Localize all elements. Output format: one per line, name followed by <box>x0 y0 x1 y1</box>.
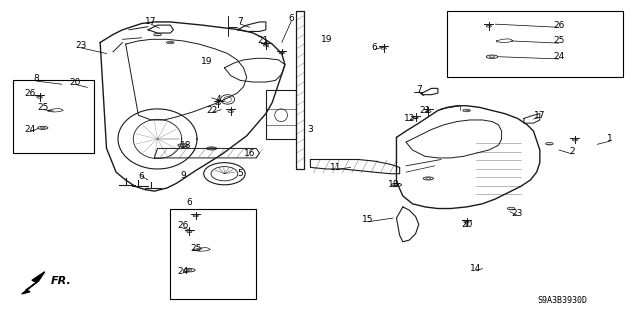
Text: 17: 17 <box>145 18 157 26</box>
Text: 23: 23 <box>512 209 524 218</box>
Text: 7: 7 <box>416 85 422 94</box>
Text: 6: 6 <box>186 198 192 207</box>
Text: 3: 3 <box>308 125 314 134</box>
Text: FR.: FR. <box>51 276 72 286</box>
Text: 14: 14 <box>470 264 482 273</box>
Text: 25: 25 <box>37 103 49 112</box>
Text: 17: 17 <box>534 111 545 120</box>
Text: 16: 16 <box>244 149 255 158</box>
Text: 1: 1 <box>607 134 613 144</box>
Text: 21: 21 <box>419 106 431 115</box>
Text: 8: 8 <box>33 74 39 83</box>
Text: 6: 6 <box>289 14 294 23</box>
Text: 19: 19 <box>321 35 332 44</box>
Text: S9A3B3930D: S9A3B3930D <box>537 296 587 305</box>
Text: 25: 25 <box>553 36 564 45</box>
Text: 12: 12 <box>404 114 415 123</box>
Text: 5: 5 <box>237 169 243 178</box>
Bar <box>13 80 94 153</box>
Text: 20: 20 <box>69 78 81 86</box>
Text: 9: 9 <box>180 171 186 180</box>
Text: 4: 4 <box>215 95 221 104</box>
Ellipse shape <box>545 142 553 145</box>
Text: 22: 22 <box>206 106 218 115</box>
Ellipse shape <box>154 33 161 36</box>
Text: 2: 2 <box>569 147 575 156</box>
Text: 24: 24 <box>24 125 36 134</box>
Text: 24: 24 <box>554 52 564 61</box>
Polygon shape <box>22 272 45 294</box>
Ellipse shape <box>166 41 174 44</box>
Text: 25: 25 <box>190 243 202 253</box>
Text: 18: 18 <box>388 180 399 189</box>
Text: 6: 6 <box>371 43 377 52</box>
Text: 26: 26 <box>553 21 564 30</box>
Text: 26: 26 <box>24 89 36 98</box>
Text: 7: 7 <box>237 18 243 26</box>
Text: 18: 18 <box>180 141 192 150</box>
Bar <box>447 11 623 77</box>
Text: 23: 23 <box>76 41 87 50</box>
Text: 21: 21 <box>257 36 268 45</box>
Text: 24: 24 <box>177 267 189 276</box>
Text: 19: 19 <box>201 57 212 66</box>
Ellipse shape <box>463 109 470 112</box>
Text: 20: 20 <box>461 220 472 229</box>
Text: 6: 6 <box>139 172 145 182</box>
Bar <box>170 209 256 299</box>
Text: 26: 26 <box>177 221 189 230</box>
Text: 15: 15 <box>362 215 374 224</box>
Ellipse shape <box>508 207 515 210</box>
Text: 11: 11 <box>330 163 342 172</box>
